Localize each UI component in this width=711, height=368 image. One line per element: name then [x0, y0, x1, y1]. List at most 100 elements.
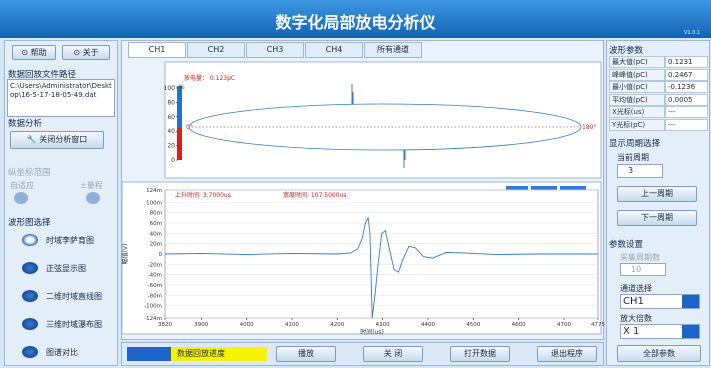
- option-label[interactable]: 图谱对比: [46, 348, 78, 357]
- param-name: 最大值(pC): [609, 56, 665, 68]
- tab[interactable]: CH2: [187, 42, 245, 58]
- x-tick-label: 4775: [591, 322, 605, 328]
- x-tick-label: 4600: [512, 322, 526, 328]
- y-tick-label: 0: [159, 252, 163, 258]
- option-icon[interactable]: [22, 290, 38, 302]
- x-tick-label: 3820: [158, 322, 172, 328]
- x-tick-label: 4200: [330, 322, 344, 328]
- play-button[interactable]: 播放: [276, 346, 336, 362]
- gain-select[interactable]: X 1: [620, 324, 700, 339]
- param-value: ---: [665, 106, 708, 118]
- all-params-button[interactable]: 全部参数: [617, 345, 701, 362]
- tab[interactable]: CH1: [128, 42, 186, 58]
- exit-button[interactable]: 退出程序: [537, 346, 597, 362]
- param-value: 0.1231: [665, 56, 708, 68]
- phase-ellipse: [188, 103, 582, 151]
- param-name: 峰峰值(pC): [609, 68, 665, 81]
- y-tick-label: 60: [167, 114, 175, 121]
- option-icon[interactable]: [22, 234, 38, 246]
- waveform-line: [164, 216, 598, 319]
- x-tick-label: 4300: [376, 322, 390, 328]
- toggle[interactable]: [14, 192, 28, 204]
- y-range-title: 纵坐标范围: [8, 168, 51, 178]
- param-name: 最小值(pC): [609, 81, 665, 93]
- current-period-input[interactable]: 3: [617, 164, 663, 178]
- y-tick-label: -20m: [148, 262, 162, 268]
- y-tick-label: 40m: [150, 231, 162, 237]
- y-axis-label: 幅值(V): [121, 244, 129, 265]
- open-data-button[interactable]: 打开数据: [450, 346, 510, 362]
- y-tick-label: 100m: [146, 200, 162, 206]
- phase-annotation: 放电量： 0.123pC: [184, 74, 235, 82]
- y-tick-label: 80: [167, 99, 175, 106]
- file-path: C:\Users\Administrator\Desktop\16-5-17-1…: [7, 79, 115, 117]
- color-bar: [177, 86, 182, 128]
- option-label[interactable]: 时域李萨育图: [46, 236, 94, 245]
- about-button[interactable]: ⊙ 关于: [62, 45, 110, 60]
- phase-chart-frame: [164, 61, 602, 179]
- label: 关于: [82, 48, 99, 57]
- width-time: 宽度时间: 107.5000us: [283, 191, 347, 199]
- option-label[interactable]: 三维时域瀑布图: [46, 320, 102, 329]
- dropdown-arrow[interactable]: [682, 325, 699, 338]
- y-tick-label: -124m: [144, 316, 162, 322]
- tab[interactable]: 所有通道: [364, 42, 422, 58]
- phase-label: 180°: [582, 124, 596, 131]
- y-range-option: ±量程: [80, 181, 103, 190]
- dropdown-arrow[interactable]: [682, 295, 699, 308]
- channel-select[interactable]: CH1: [620, 294, 700, 309]
- x-tick-label: 4700: [557, 322, 571, 328]
- option-icon[interactable]: [22, 318, 38, 330]
- version: V1.0.1: [684, 30, 701, 36]
- help-button[interactable]: ⊙ 帮助: [12, 45, 56, 60]
- y-tick-label: 20: [167, 143, 175, 150]
- param-value: 0.0005: [665, 93, 708, 106]
- channel-label: 通道选择: [620, 284, 652, 293]
- phase-label: 0°: [186, 124, 193, 131]
- label: 帮助: [30, 48, 47, 57]
- title-bar: [0, 0, 711, 38]
- label: 关闭分析窗口: [39, 135, 88, 144]
- y-range-option: 自适应: [10, 181, 34, 190]
- period-title: 显示周期选择: [609, 139, 661, 149]
- sample-count-input[interactable]: 10: [620, 263, 666, 276]
- file-path-title: 数据回放文件路径: [8, 70, 77, 80]
- y-tick-label: 0: [171, 157, 175, 164]
- progress-label: 数据回放进度: [171, 347, 267, 361]
- analysis-title: 数据分析: [8, 119, 43, 129]
- y-tick-label: 20m: [150, 242, 162, 248]
- y-tick-label: -80m: [148, 293, 162, 299]
- prev-period-button[interactable]: 上一周期: [617, 186, 697, 202]
- y-tick-label: 40: [167, 128, 175, 135]
- option-icon[interactable]: [22, 346, 38, 358]
- option-label[interactable]: 正弦显示图: [46, 264, 86, 273]
- toggle[interactable]: [86, 192, 100, 204]
- close-button[interactable]: 关 闭: [363, 346, 423, 362]
- param-value: ---: [665, 118, 708, 131]
- y-tick-label: -100m: [144, 304, 162, 310]
- rise-time: 上升时间: 3.7000us: [175, 191, 231, 199]
- y-tick-label: 60m: [150, 221, 162, 227]
- next-period-button[interactable]: 下一周期: [617, 210, 697, 226]
- settings-title: 参数设置: [609, 240, 644, 250]
- gain-label: 放大倍数: [620, 314, 652, 323]
- param-value: 0.2467: [665, 68, 708, 81]
- y-unit: %: [179, 84, 185, 91]
- y-tick-label: 80m: [150, 211, 162, 217]
- option-label[interactable]: 二维时域直线图: [46, 292, 102, 301]
- param-name: Y光标(pC): [609, 118, 665, 131]
- x-tick-label: 4400: [421, 322, 435, 328]
- option-icon[interactable]: [22, 262, 38, 274]
- y-tick-label: 124m: [146, 188, 162, 194]
- sample-count-label: 采集周期数: [620, 253, 660, 262]
- tab[interactable]: CH3: [246, 42, 304, 58]
- tab[interactable]: CH4: [305, 42, 363, 58]
- param-value: -0.1236: [665, 81, 708, 93]
- y-tick-label: -60m: [148, 283, 162, 289]
- discharge-spikes: [351, 84, 406, 168]
- close-analysis-button[interactable]: 🔧 关闭分析窗口: [10, 131, 104, 149]
- progress-bar: [127, 347, 171, 361]
- waveform-title: 波形图选择: [8, 218, 51, 228]
- param-name: 平均值(pC): [609, 93, 665, 106]
